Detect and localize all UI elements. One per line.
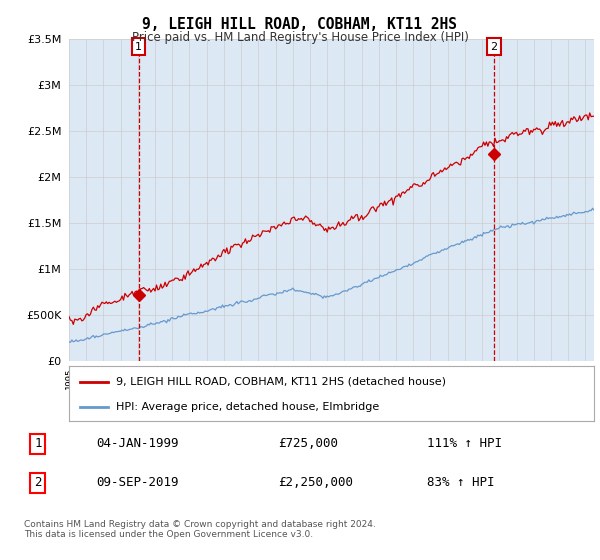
Text: 09-SEP-2019: 09-SEP-2019: [96, 477, 178, 489]
Text: 2: 2: [34, 477, 41, 489]
Text: 9, LEIGH HILL ROAD, COBHAM, KT11 2HS (detached house): 9, LEIGH HILL ROAD, COBHAM, KT11 2HS (de…: [116, 377, 446, 386]
Text: 1: 1: [135, 41, 142, 52]
Text: £725,000: £725,000: [278, 437, 338, 450]
Text: 1: 1: [34, 437, 41, 450]
Text: 2: 2: [490, 41, 497, 52]
Text: HPI: Average price, detached house, Elmbridge: HPI: Average price, detached house, Elmb…: [116, 403, 380, 412]
Text: 111% ↑ HPI: 111% ↑ HPI: [427, 437, 502, 450]
Text: Price paid vs. HM Land Registry's House Price Index (HPI): Price paid vs. HM Land Registry's House …: [131, 31, 469, 44]
Text: Contains HM Land Registry data © Crown copyright and database right 2024.
This d: Contains HM Land Registry data © Crown c…: [24, 520, 376, 539]
Text: 83% ↑ HPI: 83% ↑ HPI: [427, 477, 494, 489]
Text: £2,250,000: £2,250,000: [278, 477, 353, 489]
Text: 04-JAN-1999: 04-JAN-1999: [96, 437, 178, 450]
Text: 9, LEIGH HILL ROAD, COBHAM, KT11 2HS: 9, LEIGH HILL ROAD, COBHAM, KT11 2HS: [143, 17, 458, 32]
